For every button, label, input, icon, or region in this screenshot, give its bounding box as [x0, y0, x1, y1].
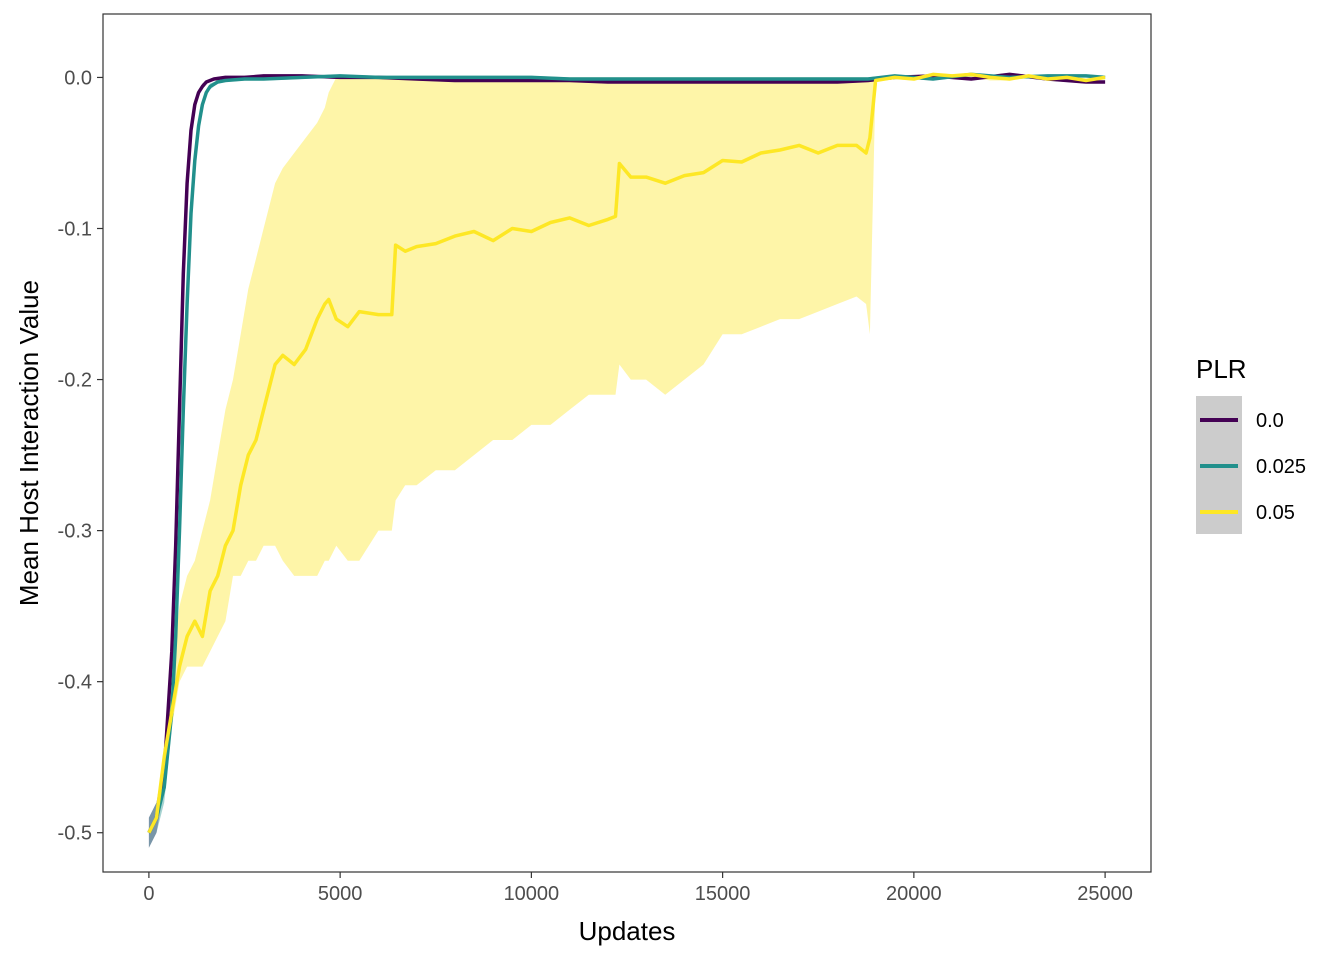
x-axis: 0 5000 10000 15000 20000 25000	[143, 872, 1133, 905]
x-tick-label: 5000	[318, 883, 363, 905]
legend-label: 0.0	[1256, 410, 1284, 432]
y-axis: -0.5 -0.4 -0.3 -0.2 -0.1 0.0	[58, 67, 103, 845]
series-line-0.025	[147, 72, 1106, 834]
y-tick-label: -0.4	[58, 672, 92, 694]
x-tick-label: 20000	[886, 883, 942, 905]
y-axis-title: Mean Host Interaction Value	[14, 280, 44, 606]
x-tick-label: 0	[143, 883, 154, 905]
ci-ribbons	[148, 72, 1106, 848]
series-line-0.05	[147, 72, 1106, 834]
y-tick-label: -0.1	[58, 219, 92, 241]
plot-panel-border	[102, 13, 1152, 873]
series-lines	[147, 72, 1106, 834]
x-tick-label: 15000	[695, 883, 751, 905]
x-tick-label: 25000	[1077, 883, 1133, 905]
y-tick-label: 0.0	[64, 67, 92, 89]
ci-ribbon-0.05	[148, 72, 1106, 833]
x-axis-title: Updates	[579, 916, 676, 946]
legend-label: 0.05	[1256, 502, 1295, 524]
y-tick-label: -0.2	[58, 370, 92, 392]
y-tick-label: -0.5	[58, 823, 92, 845]
legend-label: 0.025	[1256, 456, 1306, 478]
legend-title: PLR	[1196, 354, 1247, 384]
legend: PLR 0.0 0.025 0.05	[1196, 354, 1306, 534]
legend-items: 0.0 0.025 0.05	[1200, 410, 1306, 524]
x-tick-label: 10000	[504, 883, 560, 905]
y-tick-label: -0.3	[58, 521, 92, 543]
